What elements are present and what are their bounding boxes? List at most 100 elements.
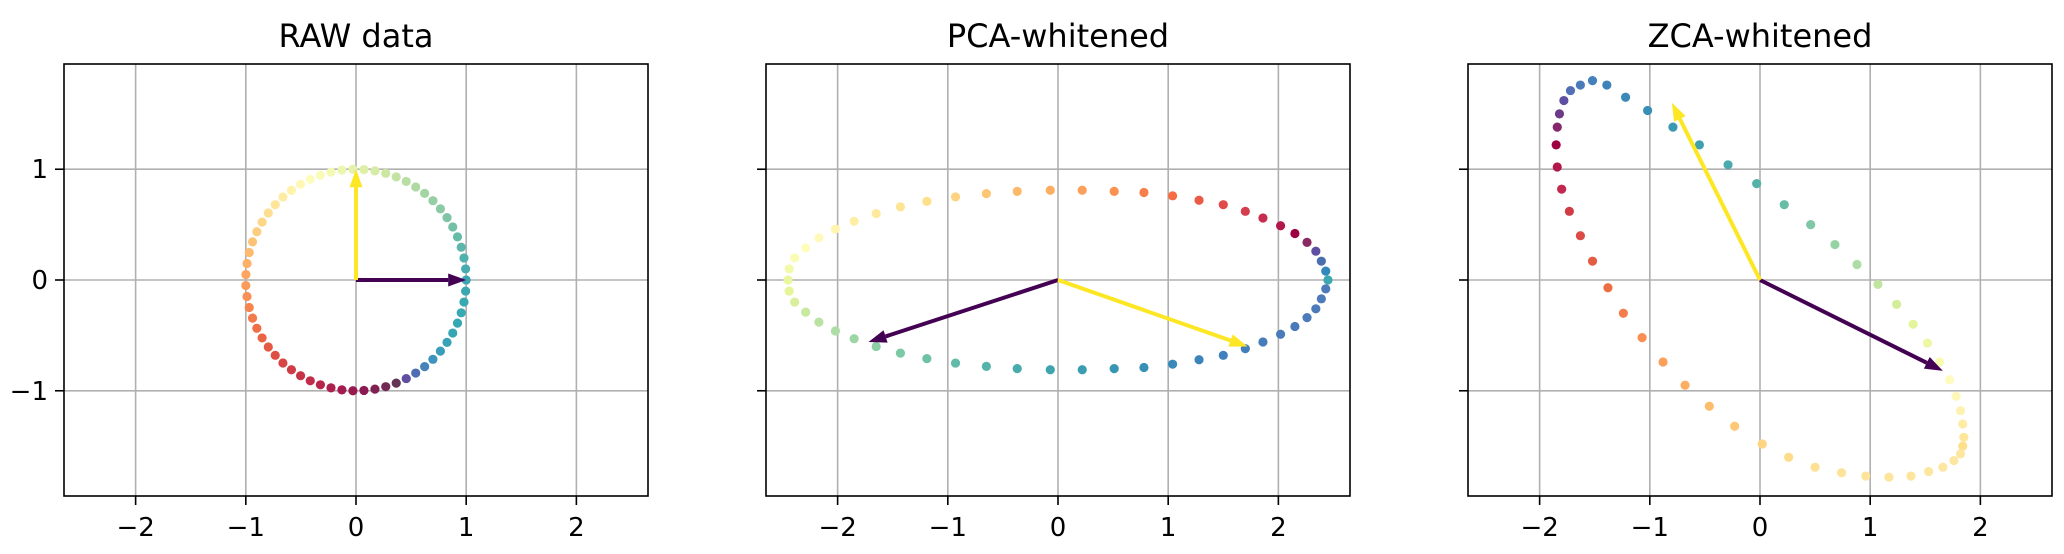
data-point bbox=[278, 358, 288, 368]
data-point bbox=[401, 373, 411, 384]
data-point bbox=[456, 308, 466, 318]
data-point bbox=[1938, 462, 1948, 472]
data-point bbox=[263, 208, 273, 218]
data-point bbox=[1139, 362, 1149, 373]
data-point bbox=[1668, 122, 1678, 132]
data-point bbox=[1194, 195, 1204, 205]
data-point bbox=[1949, 455, 1959, 466]
data-point bbox=[1167, 359, 1178, 369]
x-tick-label: 2 bbox=[568, 513, 585, 543]
data-point bbox=[1258, 213, 1268, 223]
x-tick-label: −1 bbox=[1631, 513, 1669, 543]
data-point bbox=[1861, 471, 1871, 481]
data-point bbox=[950, 358, 961, 368]
data-point bbox=[270, 200, 280, 210]
data-point bbox=[337, 165, 347, 175]
x-tick-label: 0 bbox=[348, 513, 365, 543]
data-point bbox=[1852, 259, 1862, 270]
data-point bbox=[326, 383, 336, 393]
chart-panel-1: −2 −1 0 1 2 −1 0 1 RAW data bbox=[10, 17, 649, 543]
vector-arrow bbox=[868, 278, 1059, 343]
data-point bbox=[315, 380, 326, 390]
x-tick-label: 1 bbox=[1862, 513, 1879, 543]
data-point bbox=[1321, 266, 1331, 276]
data-points bbox=[1551, 76, 1969, 482]
x-tick-label: 2 bbox=[1972, 513, 1989, 543]
data-point bbox=[1587, 256, 1598, 266]
data-point bbox=[895, 202, 906, 212]
data-point bbox=[1290, 321, 1300, 332]
arrow-head bbox=[1923, 357, 1943, 371]
data-point bbox=[801, 307, 811, 317]
data-point bbox=[1603, 283, 1613, 293]
data-point bbox=[801, 243, 811, 253]
data-point bbox=[1752, 179, 1762, 189]
data-point bbox=[849, 216, 859, 226]
data-point bbox=[428, 196, 438, 206]
vector-arrow bbox=[1759, 278, 1943, 371]
data-point bbox=[420, 362, 430, 372]
data-point bbox=[241, 269, 251, 280]
data-point bbox=[814, 317, 824, 327]
data-point bbox=[1958, 419, 1968, 429]
data-point bbox=[247, 313, 258, 323]
data-point bbox=[242, 258, 252, 269]
data-point bbox=[1935, 357, 1945, 367]
x-tick-label: 0 bbox=[1752, 513, 1769, 543]
data-point bbox=[1620, 92, 1631, 102]
data-point bbox=[1311, 304, 1321, 314]
data-point bbox=[263, 342, 273, 352]
data-point bbox=[456, 242, 466, 252]
data-point bbox=[849, 334, 859, 344]
data-point bbox=[1723, 160, 1733, 170]
data-point bbox=[448, 328, 458, 338]
data-point bbox=[1302, 313, 1312, 323]
x-tick-label: 2 bbox=[1270, 513, 1287, 543]
data-point bbox=[1944, 375, 1955, 385]
data-point bbox=[1892, 299, 1902, 309]
data-point bbox=[411, 182, 421, 192]
data-point bbox=[370, 166, 380, 176]
data-point bbox=[1955, 406, 1966, 416]
data-point bbox=[337, 385, 347, 395]
data-point bbox=[459, 253, 469, 263]
data-point bbox=[244, 247, 254, 258]
x-tick-label: −2 bbox=[818, 513, 856, 543]
data-point bbox=[442, 213, 452, 223]
data-point bbox=[1694, 140, 1704, 150]
data-point bbox=[1316, 294, 1326, 304]
data-point bbox=[1564, 206, 1574, 216]
data-point bbox=[1958, 441, 1968, 451]
data-point bbox=[257, 217, 267, 227]
data-point bbox=[420, 188, 430, 198]
data-point bbox=[1290, 228, 1300, 239]
data-point bbox=[981, 189, 991, 199]
data-point bbox=[814, 233, 824, 243]
data-point bbox=[1884, 472, 1894, 482]
data-point bbox=[1587, 76, 1598, 86]
data-point bbox=[1551, 140, 1561, 150]
data-point bbox=[830, 326, 841, 336]
data-point bbox=[295, 371, 306, 381]
data-point bbox=[1557, 184, 1567, 194]
data-point bbox=[244, 302, 254, 313]
data-point bbox=[1552, 162, 1562, 172]
data-point bbox=[1618, 308, 1628, 318]
data-point bbox=[242, 291, 252, 302]
data-point bbox=[1302, 237, 1312, 247]
data-point bbox=[790, 253, 800, 263]
data-point bbox=[452, 318, 463, 328]
data-point bbox=[784, 264, 794, 274]
data-point bbox=[1951, 391, 1961, 401]
data-point bbox=[391, 378, 401, 388]
arrow-head bbox=[1228, 334, 1248, 347]
data-point bbox=[286, 185, 297, 195]
data-point bbox=[459, 297, 469, 307]
data-point bbox=[461, 264, 471, 274]
data-point bbox=[1575, 80, 1585, 90]
chart-title: PCA-whitened bbox=[947, 17, 1169, 55]
data-point bbox=[1779, 200, 1789, 210]
data-point bbox=[1323, 275, 1333, 285]
data-point bbox=[871, 208, 881, 219]
